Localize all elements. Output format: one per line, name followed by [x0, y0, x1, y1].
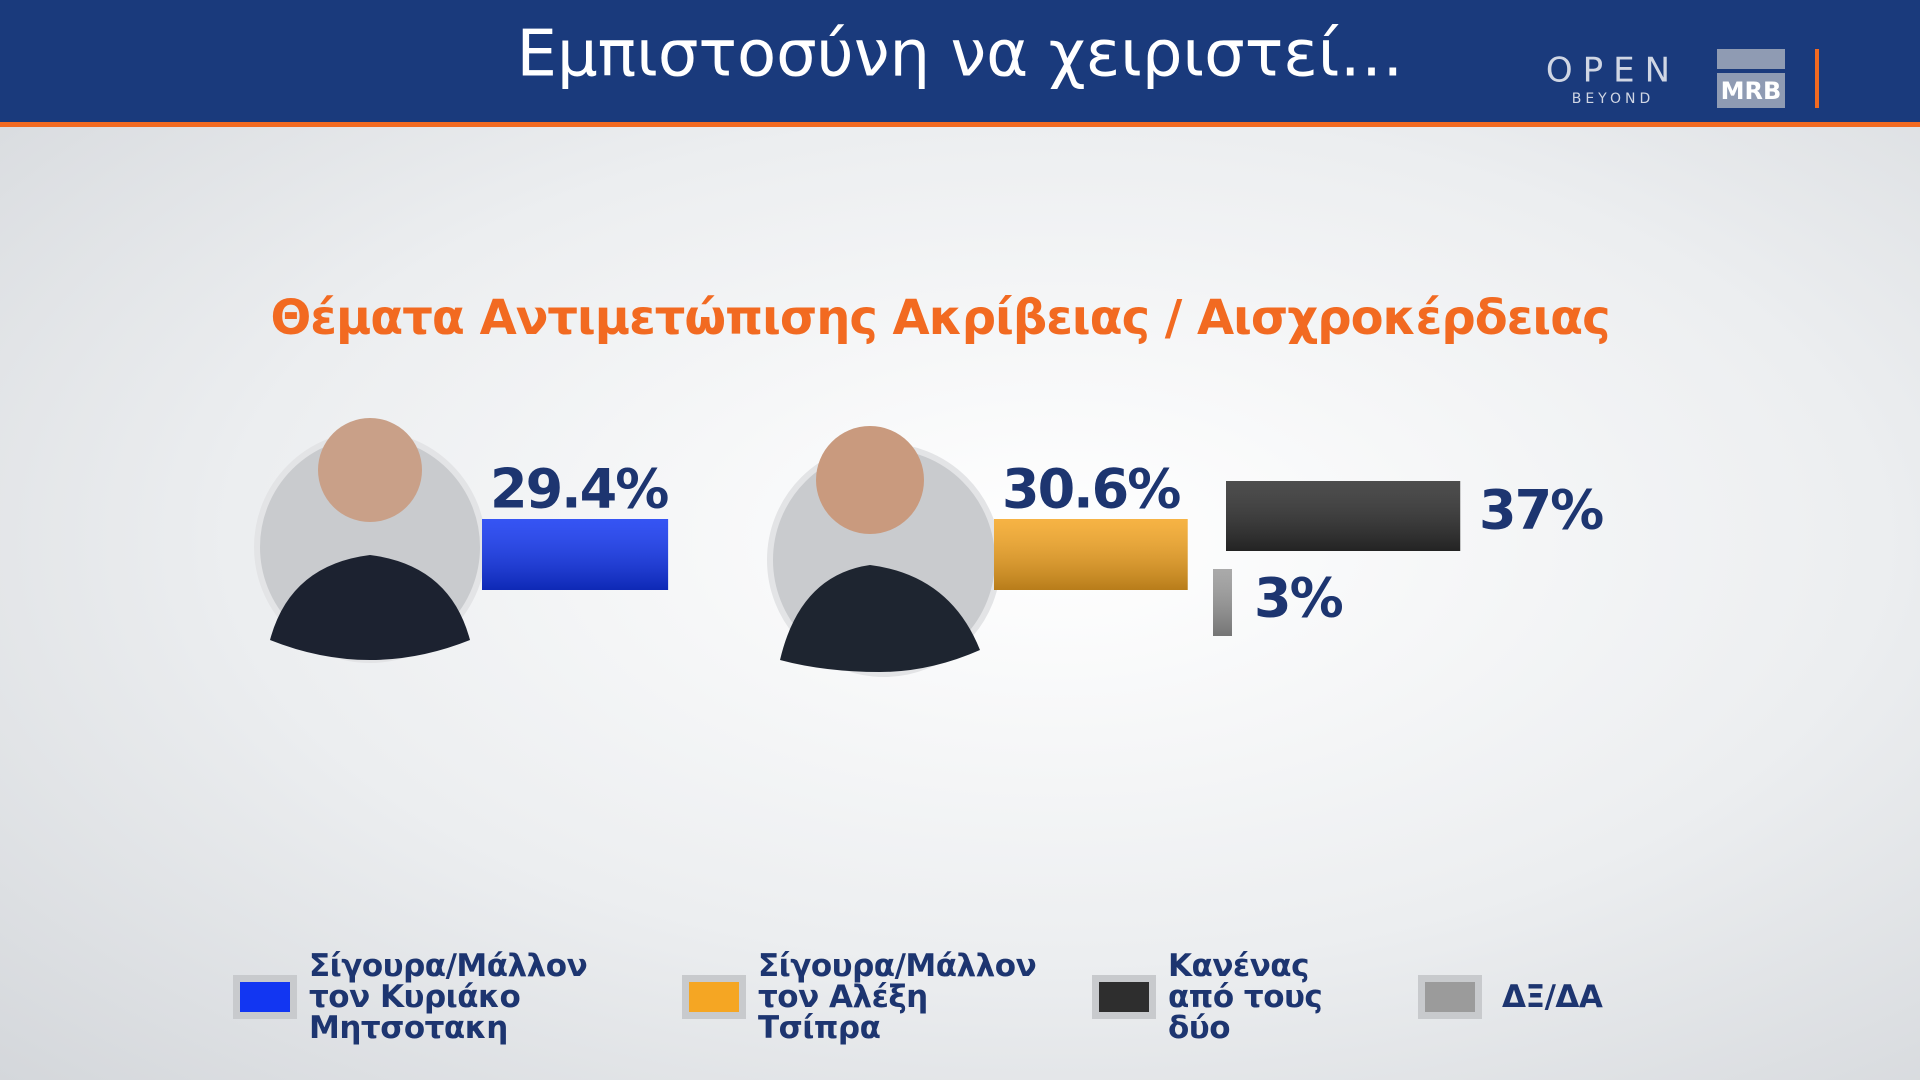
logo-divider [1815, 49, 1819, 108]
bar [1226, 481, 1461, 551]
legend-swatch [1418, 975, 1482, 1019]
legend-swatch [233, 975, 297, 1019]
logo-mrb-top [1717, 49, 1785, 69]
bar [482, 519, 669, 590]
photo-1 [254, 418, 486, 663]
legend-swatch [1092, 975, 1156, 1019]
legend-item: Σίγουρα/Μάλλον τον Αλέξη Τσίπρα [682, 950, 1043, 1043]
logo-mrb: MRB [1721, 77, 1782, 105]
legend-item: Κανένας από τους δύο [1092, 950, 1383, 1043]
header-title: Εμπιστοσύνη να χειριστεί… [517, 18, 1404, 92]
value-label: 29.4% [490, 458, 668, 521]
bar [994, 519, 1188, 590]
value-label: 30.6% [1002, 458, 1180, 521]
logo-open: OPEN [1546, 51, 1680, 91]
value-label: 37% [1479, 479, 1603, 542]
legend-item: Σίγουρα/Μάλλον τον Κυριάκο Μητσοτακη [233, 950, 649, 1043]
legend-label: Σίγουρα/Μάλλον τον Κυριάκο Μητσοτακη [309, 947, 588, 1046]
chart-subtitle: Θέματα Αντιμετώπισης Ακρίβειας / Αισχροκ… [270, 290, 1609, 346]
legend-label: Κανένας από τους δύο [1168, 947, 1323, 1046]
bar [1213, 569, 1232, 636]
logo-mrb-box [1717, 73, 1785, 108]
logo-open-sub: BEYOND [1572, 91, 1655, 107]
header-line [0, 122, 1920, 127]
legend-swatch [682, 975, 746, 1019]
legend-item: ΔΞ/ΔΑ [1418, 966, 1702, 1028]
header-band [0, 0, 1920, 122]
photo-2 [767, 426, 1001, 677]
legend-label: Σίγουρα/Μάλλον τον Αλέξη Τσίπρα [758, 947, 1037, 1046]
value-label: 3% [1254, 567, 1343, 630]
legend-label: ΔΞ/ΔΑ [1502, 978, 1603, 1015]
